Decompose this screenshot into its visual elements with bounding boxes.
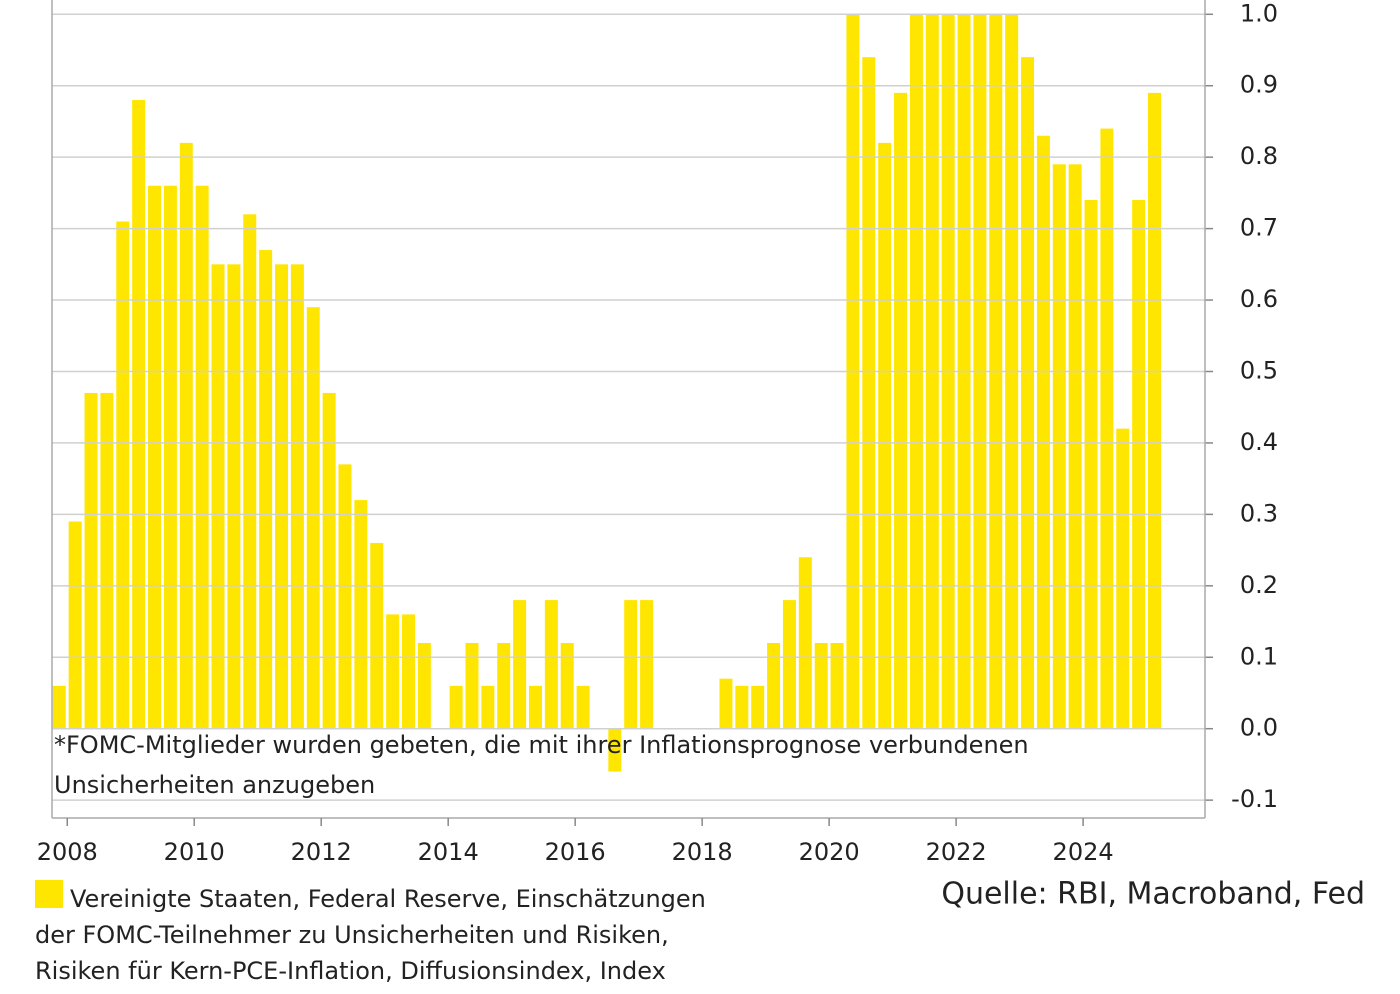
bar bbox=[782, 600, 796, 729]
bar bbox=[354, 500, 368, 729]
bar bbox=[719, 678, 733, 729]
bar bbox=[449, 685, 463, 729]
bar bbox=[1132, 200, 1146, 729]
bar bbox=[465, 642, 479, 729]
bar bbox=[195, 185, 209, 729]
y-tick-label: 0.7 bbox=[1240, 214, 1278, 242]
bar bbox=[560, 642, 574, 729]
bar bbox=[1021, 57, 1035, 729]
bar bbox=[386, 614, 400, 729]
y-tick-label: 0.6 bbox=[1240, 285, 1278, 313]
legend-label: der FOMC-Teilnehmer zu Unsicherheiten un… bbox=[35, 921, 669, 949]
bar bbox=[544, 600, 558, 729]
y-tick-label: 0.5 bbox=[1240, 356, 1278, 384]
bar bbox=[402, 614, 416, 729]
y-tick-label: 1.0 bbox=[1240, 0, 1278, 27]
bar bbox=[179, 142, 193, 729]
bar bbox=[735, 685, 749, 729]
bar bbox=[1036, 135, 1050, 729]
x-tick-label: 2016 bbox=[545, 838, 606, 866]
bar bbox=[227, 264, 241, 729]
bar bbox=[322, 392, 336, 729]
y-tick-label: 0.1 bbox=[1240, 642, 1278, 670]
footnote: *FOMC-Mitglieder wurden gebeten, die mit… bbox=[54, 731, 1029, 759]
bar bbox=[1148, 92, 1162, 729]
x-tick-label: 2012 bbox=[291, 838, 352, 866]
x-tick-label: 2008 bbox=[37, 838, 98, 866]
bar bbox=[608, 728, 622, 772]
bar bbox=[370, 542, 384, 729]
bar bbox=[1052, 164, 1066, 729]
bar bbox=[68, 521, 82, 729]
bar bbox=[1100, 128, 1114, 729]
bar bbox=[528, 685, 542, 729]
y-tick-label: 0.3 bbox=[1240, 499, 1278, 527]
bar bbox=[878, 142, 892, 729]
bar bbox=[624, 600, 638, 729]
bar bbox=[163, 185, 177, 729]
source: Quelle: RBI, Macroband, Fed bbox=[941, 877, 1365, 912]
bar bbox=[100, 392, 114, 729]
bar bbox=[132, 100, 146, 729]
y-tick-label: 0.8 bbox=[1240, 142, 1278, 170]
bar bbox=[338, 464, 352, 729]
bar bbox=[1068, 164, 1082, 729]
y-tick-label: 0.0 bbox=[1240, 714, 1278, 742]
bar bbox=[497, 642, 511, 729]
bar bbox=[862, 57, 876, 729]
bar bbox=[1084, 200, 1098, 729]
bar bbox=[52, 685, 66, 729]
legend-label: Risiken für Kern-PCE-Inflation, Diffusio… bbox=[35, 957, 666, 985]
bar bbox=[275, 264, 289, 729]
bar bbox=[640, 600, 654, 729]
bar bbox=[259, 250, 273, 729]
bar bbox=[211, 264, 225, 729]
bar bbox=[767, 642, 781, 729]
bar bbox=[513, 600, 527, 729]
bar bbox=[243, 214, 257, 729]
x-tick-label: 2022 bbox=[926, 838, 987, 866]
x-tick-label: 2020 bbox=[799, 838, 860, 866]
bar bbox=[148, 185, 162, 729]
x-tick-label: 2024 bbox=[1053, 838, 1114, 866]
legend-label: Vereinigte Staaten, Federal Reserve, Ein… bbox=[70, 885, 706, 913]
bar bbox=[1116, 428, 1130, 729]
bar bbox=[306, 307, 320, 729]
legend-swatch bbox=[35, 880, 63, 908]
y-tick-label: -0.1 bbox=[1231, 785, 1278, 813]
y-tick-label: 0.9 bbox=[1240, 71, 1278, 99]
y-tick-label: 0.2 bbox=[1240, 571, 1278, 599]
x-tick-label: 2018 bbox=[672, 838, 733, 866]
bar bbox=[576, 685, 590, 729]
bar bbox=[894, 92, 908, 729]
x-tick-label: 2014 bbox=[418, 838, 479, 866]
bar bbox=[814, 642, 828, 729]
bar bbox=[417, 642, 431, 729]
bar bbox=[84, 392, 98, 729]
footnote: Unsicherheiten anzugeben bbox=[54, 771, 375, 799]
bar bbox=[481, 685, 495, 729]
bar bbox=[751, 685, 765, 729]
bar bbox=[290, 264, 304, 729]
x-tick-label: 2010 bbox=[164, 838, 225, 866]
bar bbox=[798, 557, 812, 729]
bar bbox=[830, 642, 844, 729]
bar bbox=[116, 221, 130, 729]
y-tick-label: 0.4 bbox=[1240, 428, 1278, 456]
